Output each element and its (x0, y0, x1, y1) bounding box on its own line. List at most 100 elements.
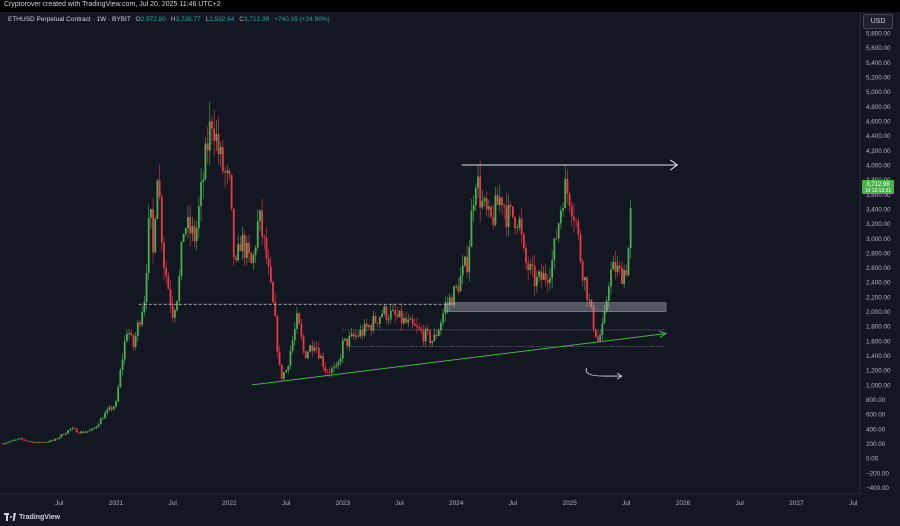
candle-body (141, 312, 144, 325)
candle-body (333, 366, 335, 369)
candle-body (350, 333, 353, 336)
candle-body (507, 204, 510, 227)
candle-body (184, 228, 187, 234)
candle-body (376, 322, 379, 324)
candle-body (538, 271, 540, 277)
currency-button[interactable]: USD (863, 14, 893, 29)
candle-body (337, 361, 340, 366)
candle-body (132, 335, 135, 347)
candle-body (95, 426, 98, 429)
candle-body (143, 302, 146, 313)
candle-body (178, 276, 181, 302)
time-tick-label: Jul (849, 500, 858, 507)
tradingview-logo[interactable]: TradingView (4, 513, 60, 521)
candle-body (490, 206, 492, 217)
candle-body (80, 431, 83, 434)
candle-body (516, 227, 519, 229)
candle-body (326, 371, 329, 373)
price-tick-label: −200.00 (866, 470, 889, 477)
candle-body (211, 121, 213, 129)
candle-body (383, 306, 386, 314)
candle-body (498, 197, 501, 206)
price-tick-label: 5,600.00 (866, 45, 891, 52)
candle-body (126, 333, 128, 342)
arrow-head-icon (670, 159, 679, 171)
candle-body (250, 253, 253, 264)
time-tick-label: Jul (169, 500, 178, 507)
candle-body (47, 441, 50, 443)
candle-body (73, 428, 76, 429)
price-axis (860, 12, 900, 494)
price-tick-label: 600.00 (866, 412, 886, 419)
high-value: 3,728.77 (175, 16, 201, 23)
candle-body (248, 242, 250, 254)
candle-body (71, 428, 74, 429)
candle-body (405, 318, 407, 323)
candle-body (315, 347, 318, 349)
candle-body (344, 338, 346, 341)
retest-arrow-head-icon (617, 372, 623, 380)
candle-body (464, 256, 466, 266)
candle-body (579, 234, 582, 262)
candle-body (457, 286, 460, 292)
price-tick-label: 2,200.00 (866, 294, 891, 301)
candle-body (149, 209, 152, 218)
candle-body (431, 340, 434, 343)
candle-body (370, 325, 373, 331)
candle-body (56, 438, 59, 440)
candle-body (302, 336, 305, 352)
candle-body (25, 440, 28, 442)
candle-body (324, 367, 327, 372)
candle-body (531, 264, 534, 266)
candle-body (243, 234, 246, 258)
candle-body (298, 313, 301, 324)
time-tick-label: 2025 (562, 500, 577, 507)
candle-body (64, 433, 67, 435)
candle-body (374, 316, 377, 323)
candle-body (128, 333, 130, 334)
price-tick-label: 2,600.00 (866, 265, 891, 272)
candle-body (226, 170, 229, 173)
retest-curve-icon (585, 367, 621, 377)
candle-body (102, 418, 104, 420)
candle-body (97, 424, 100, 427)
candle-body (67, 430, 69, 434)
candle-body (501, 197, 503, 206)
candle-body (86, 431, 89, 433)
time-tick-label: Jul (282, 500, 291, 507)
candle-body (411, 318, 414, 324)
candle-body (154, 219, 157, 253)
candle-body (424, 328, 427, 342)
candle-body (51, 440, 54, 442)
candle-body (544, 272, 547, 281)
price-tick-label: 4,000.00 (866, 162, 891, 169)
candle-body (368, 325, 370, 328)
candle-body (477, 176, 479, 189)
time-tick-label: 2023 (336, 500, 351, 507)
time-tick-label: Jul (736, 500, 745, 507)
bar-countdown-label: 1d 12:13:31 (865, 188, 892, 194)
candle-body (147, 217, 150, 274)
candle-body (280, 364, 283, 379)
candle-body (32, 441, 35, 443)
candle-body (235, 257, 237, 261)
candle-body (625, 270, 628, 276)
candle-body (354, 335, 357, 337)
candle-body (616, 265, 619, 272)
candle-body (435, 334, 438, 336)
candle-body (30, 441, 32, 443)
candle-body (261, 210, 264, 237)
price-tick-label: 1,800.00 (866, 324, 891, 331)
candle-body (259, 210, 261, 222)
candle-body (287, 365, 290, 371)
candle-body (93, 428, 96, 429)
candle-body (241, 234, 244, 252)
candle-body (542, 272, 545, 280)
creator-caption: Cryptorover created with TradingView.com… (4, 1, 221, 8)
price-tick-label: 2,400.00 (866, 280, 891, 287)
candle-body (433, 334, 436, 341)
candle-body (152, 209, 154, 253)
candle-body (472, 204, 475, 211)
price-tick-label: 1,000.00 (866, 382, 891, 389)
